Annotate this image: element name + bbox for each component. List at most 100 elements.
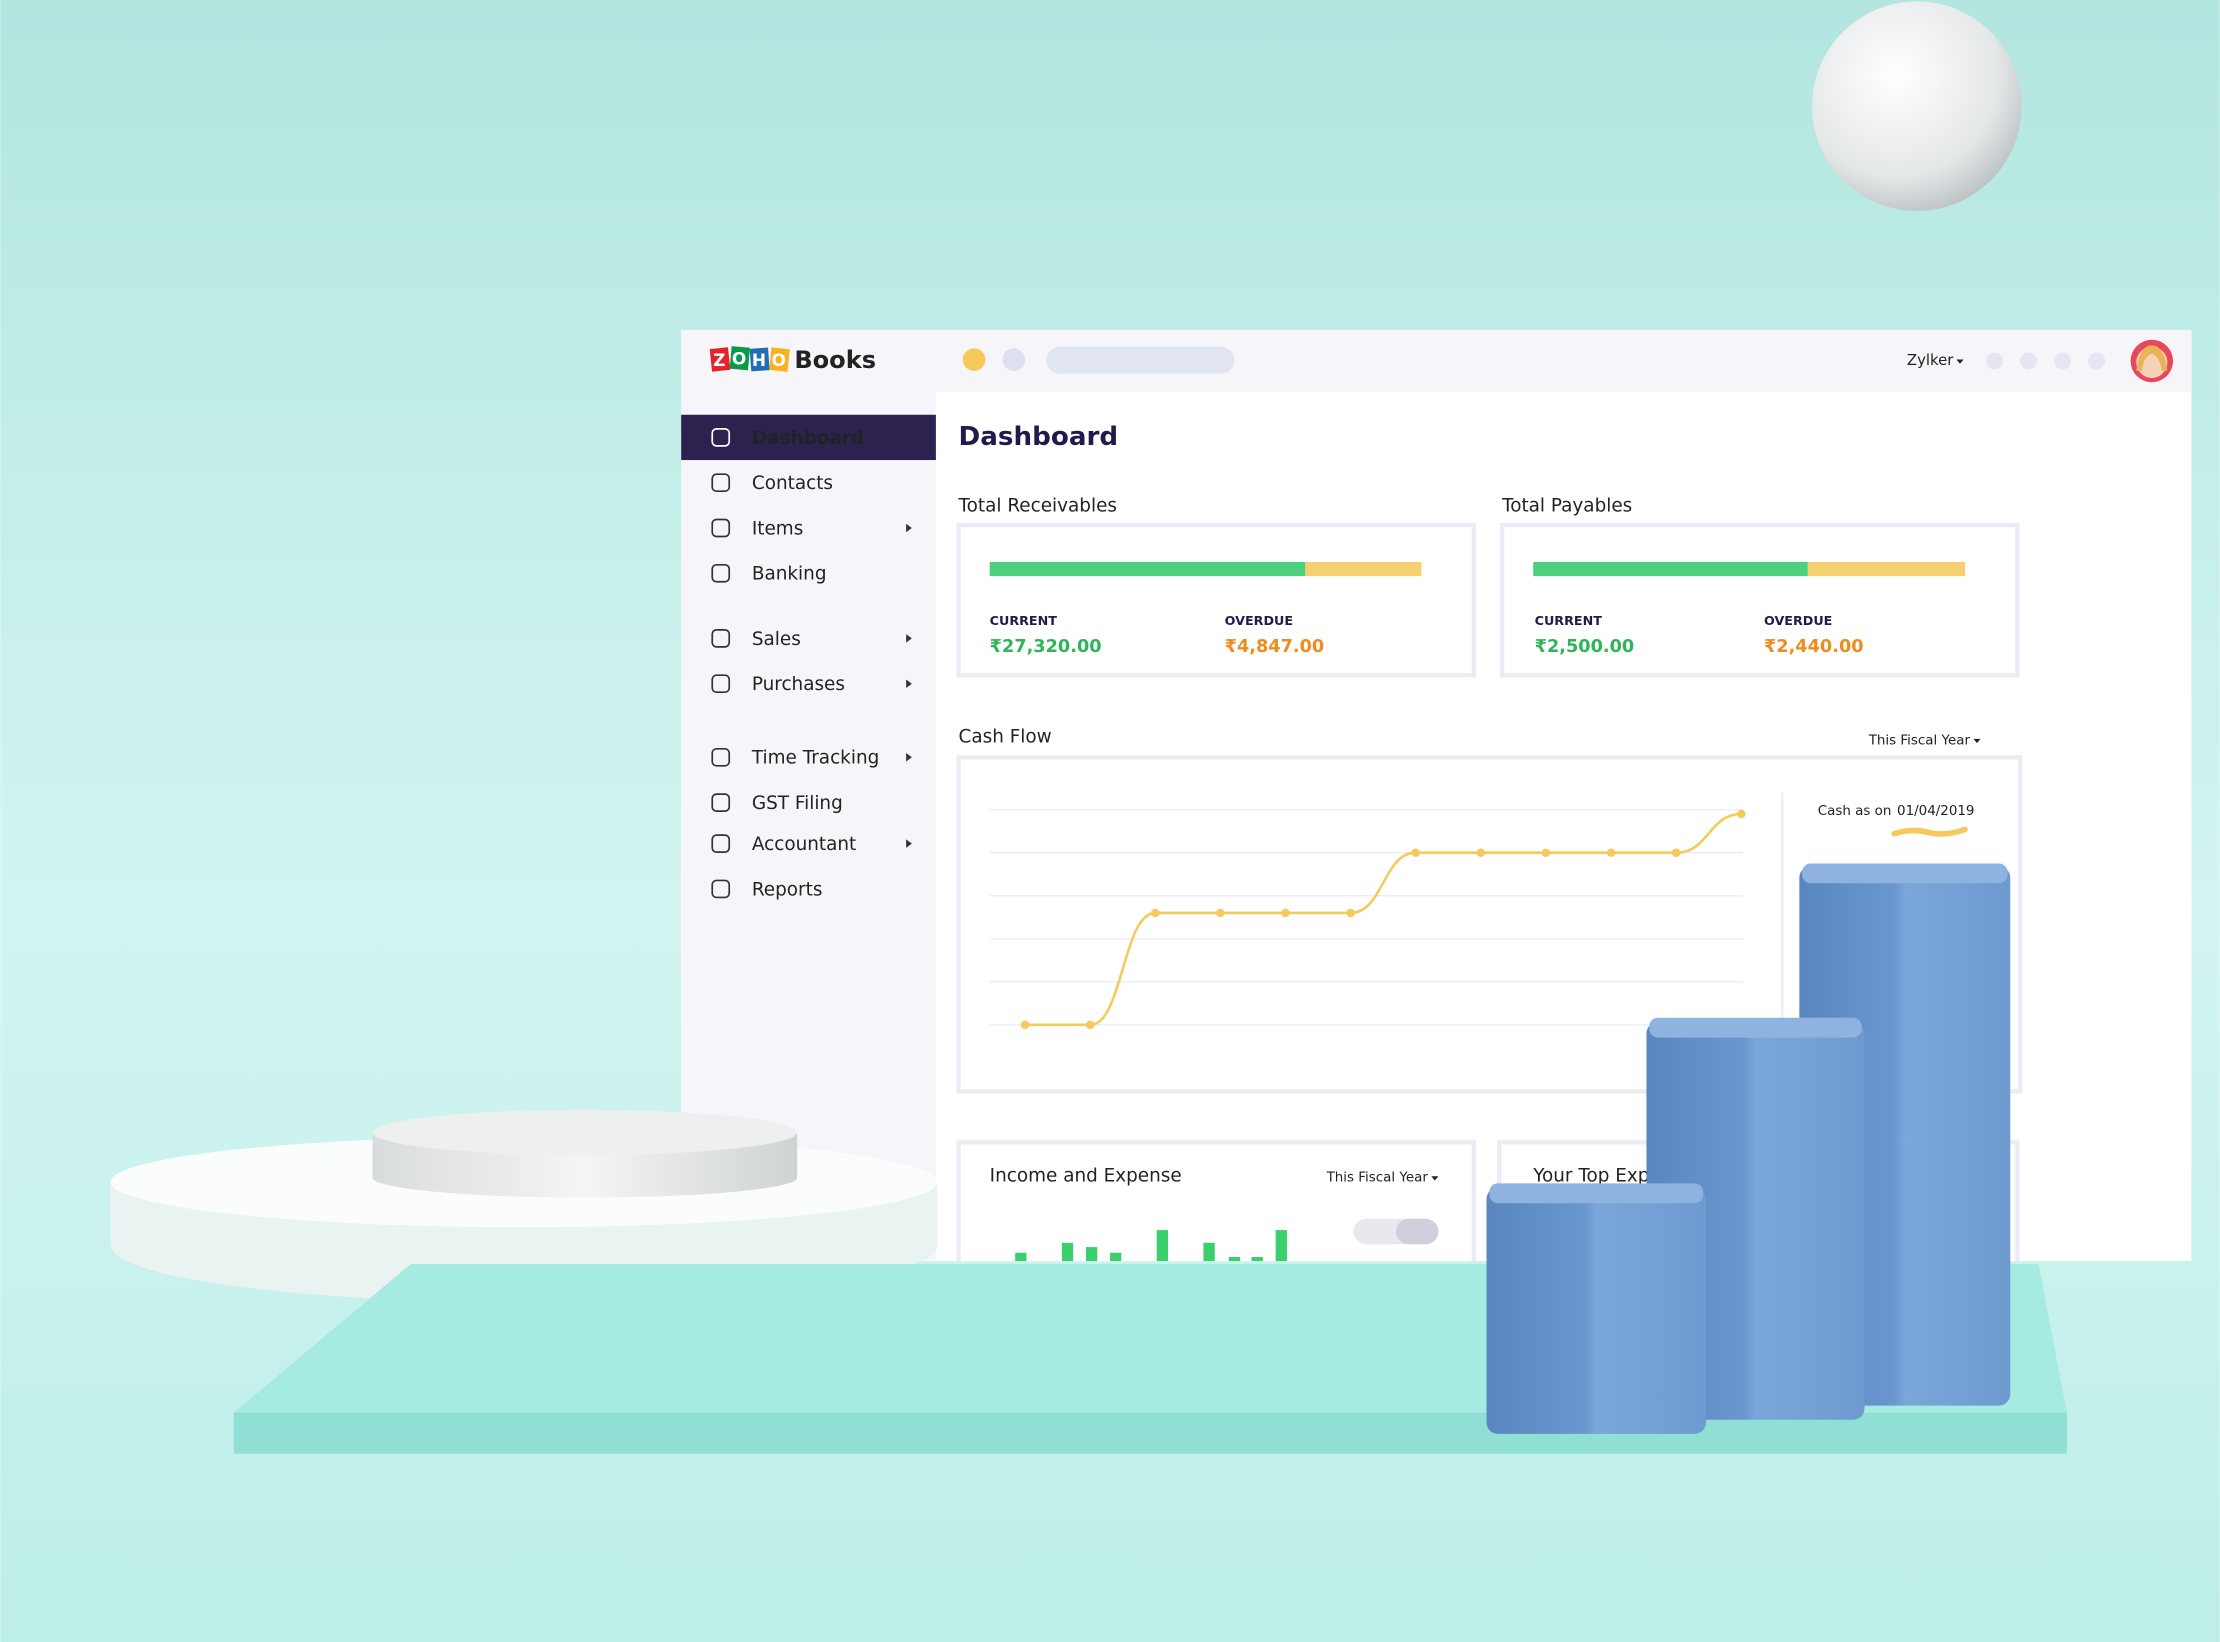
progress-current — [989, 561, 1306, 577]
logo-box — [729, 346, 750, 371]
cash-flow-point — [1737, 809, 1746, 819]
period-select[interactable]: This Fiscal Year — [1326, 1171, 1429, 1186]
nav-item[interactable]: Banking — [711, 563, 827, 585]
cash-flow-point — [1085, 1020, 1095, 1030]
card-title: Total Receivables — [958, 496, 1117, 517]
amount: ₹27,320.00 — [990, 637, 1102, 657]
block-top — [1802, 863, 2008, 884]
header-icon[interactable] — [1986, 352, 2004, 370]
cash-flow-point — [1606, 848, 1616, 857]
nav-item[interactable]: Dashboard — [681, 414, 936, 461]
nav-item[interactable]: Reports — [711, 879, 823, 900]
bar — [1251, 1256, 1263, 1262]
caret — [1973, 738, 1981, 744]
nav-icon — [711, 428, 731, 447]
logo-box — [709, 347, 731, 372]
header-icons — [1986, 352, 2106, 370]
status-dot[interactable] — [962, 348, 986, 371]
logo-box — [749, 347, 770, 372]
nav-label: Reports — [752, 879, 823, 900]
pedestal — [110, 1109, 938, 1303]
card-title: Total Payables — [1501, 496, 1632, 517]
cash-flow-chart — [989, 808, 1746, 1030]
nav-item[interactable]: Items — [711, 518, 912, 539]
status-dot[interactable] — [1002, 348, 1026, 371]
progress-overdue — [1305, 561, 1422, 577]
marble-sphere — [1812, 1, 2022, 211]
sidebar: Dashboard Contacts Items Banking Sales Purcha… — [681, 414, 936, 900]
block-top — [1489, 1183, 1704, 1204]
cash-flow-point — [1346, 908, 1355, 918]
bar — [1275, 1230, 1287, 1262]
top-bar — [681, 329, 2192, 393]
card-title: Income and Expense — [990, 1165, 1182, 1186]
progress-overdue — [1807, 561, 1965, 577]
bar — [1015, 1252, 1027, 1262]
submenu-arrow — [906, 839, 912, 848]
submenu-arrow — [906, 753, 912, 762]
nav-icon — [711, 473, 731, 493]
card — [956, 523, 1476, 678]
bar — [1156, 1230, 1169, 1262]
org-name[interactable]: Zylker — [1907, 351, 1954, 369]
cash-flow-point — [1216, 908, 1225, 918]
progress-current — [1533, 561, 1808, 577]
nav-icon — [711, 793, 731, 812]
bar — [1110, 1252, 1122, 1262]
nav-label: Items — [752, 518, 803, 539]
nav-label: Time Tracking — [751, 748, 879, 769]
search-bar[interactable] — [1046, 346, 1235, 374]
cash-flow-point — [1476, 848, 1486, 857]
page-title: Dashboard — [959, 422, 1119, 452]
nav-item[interactable]: GST Filing — [711, 793, 843, 814]
submenu-arrow — [906, 634, 912, 643]
nav-icon — [711, 518, 731, 538]
nav-item[interactable]: Sales — [711, 629, 912, 650]
label: CURRENT — [1535, 614, 1603, 629]
header-icon[interactable] — [2088, 352, 2106, 370]
caret — [1956, 359, 1964, 364]
logo-letter: O — [732, 350, 746, 370]
bar — [1085, 1247, 1098, 1262]
nav-label: Sales — [752, 629, 801, 650]
nav-icon — [711, 563, 731, 583]
nav-label: Dashboard — [752, 428, 864, 449]
nav-icon — [711, 834, 731, 853]
card — [1499, 523, 2020, 678]
cash-date: 01/04/2019 — [1897, 804, 1974, 819]
logo-letter: Z — [713, 351, 725, 371]
nav-item[interactable]: Purchases — [711, 674, 912, 695]
cash-flow-point — [1671, 848, 1681, 857]
nav-label: Contacts — [752, 473, 833, 494]
label: OVERDUE — [1225, 614, 1293, 629]
cash-flow-point — [1411, 848, 1420, 857]
logo: Z O H O — [709, 346, 790, 372]
nav-item[interactable]: Accountant — [711, 834, 912, 855]
nav-icon — [711, 674, 731, 694]
card-title: Cash Flow — [959, 726, 1052, 747]
bar — [1228, 1256, 1241, 1262]
period-select[interactable]: This Fiscal Year — [1868, 733, 1971, 748]
avatar-hair — [2136, 345, 2168, 371]
cash-flow-point — [1541, 848, 1551, 857]
header-icon[interactable] — [2020, 352, 2038, 370]
toggle-knob — [1395, 1218, 1439, 1245]
header-icon[interactable] — [2054, 352, 2072, 370]
nav-icon — [711, 879, 731, 899]
nav-item[interactable]: Time Tracking — [711, 747, 912, 769]
nav-label: Banking — [752, 564, 827, 585]
nav-item[interactable]: Contacts — [711, 473, 833, 494]
nav-label: Purchases — [752, 674, 845, 695]
label: OVERDUE — [1764, 614, 1832, 629]
card — [956, 1140, 1476, 1262]
nav-icon — [711, 629, 731, 648]
amount: ₹2,500.00 — [1535, 637, 1635, 657]
nav-label: Accountant — [752, 834, 856, 855]
nav-icon — [711, 747, 731, 767]
income-expense-chart — [1015, 1230, 1287, 1262]
nav-label: GST Filing — [752, 793, 843, 814]
cash-flow-point — [1281, 908, 1290, 918]
bar — [1203, 1242, 1215, 1262]
